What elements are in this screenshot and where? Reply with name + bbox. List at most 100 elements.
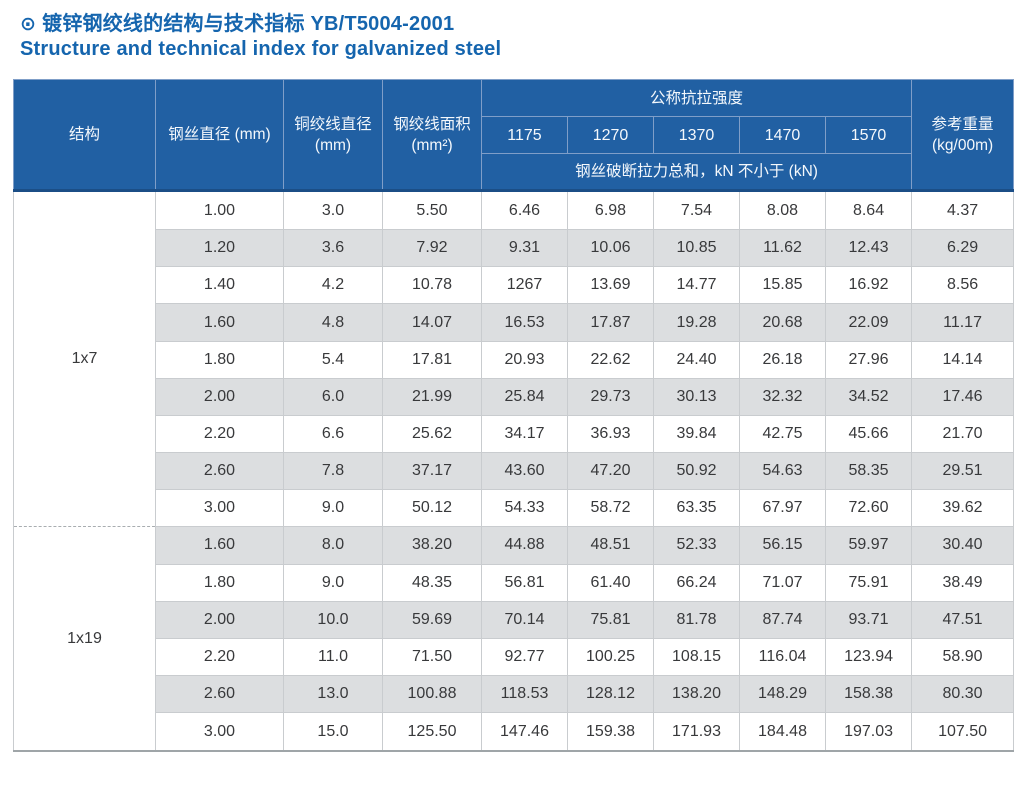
data-cell: 100.88 <box>382 674 482 714</box>
data-cell: 2.00 <box>155 377 284 416</box>
data-cell: 38.49 <box>911 563 1015 602</box>
data-cell: 1.80 <box>155 340 284 379</box>
data-cell: 2.60 <box>155 674 284 714</box>
data-cell: 75.91 <box>824 563 913 602</box>
data-cell: 27.96 <box>824 340 913 379</box>
data-cell: 61.40 <box>567 563 654 602</box>
col-header-tensile-group: 公称抗拉强度 <box>480 79 913 117</box>
table-row: 3.00 9.0 50.12 54.33 58.72 63.35 67.97 72.60 39.… <box>14 489 1015 528</box>
col-header-strand-area: 钢绞线面积 (mm²) <box>382 79 482 191</box>
data-cell: 39.84 <box>653 414 740 454</box>
data-cell: 6.46 <box>481 188 568 231</box>
data-cell: 5.4 <box>283 340 383 379</box>
data-cell: 7.8 <box>283 452 383 491</box>
data-cell: 15.0 <box>283 712 383 753</box>
data-cell: 59.69 <box>382 600 482 639</box>
data-cell: 47.20 <box>567 452 654 491</box>
data-cell: 75.81 <box>567 600 654 639</box>
data-cell: 24.40 <box>653 340 740 379</box>
data-cell: 116.04 <box>739 637 826 677</box>
data-cell: 3.00 <box>155 712 284 753</box>
data-cell: 7.92 <box>382 229 482 268</box>
page-title-zh: ⊙ 镀锌钢绞线的结构与技术指标 YB/T5004-2001 <box>20 12 1033 37</box>
data-cell: 184.48 <box>739 712 826 753</box>
data-cell: 45.66 <box>824 414 913 454</box>
data-cell: 54.63 <box>739 452 826 491</box>
table-row: 1.40 4.2 10.78 1267 13.69 14.77 15.85 16.92 8.56 <box>14 266 1015 305</box>
data-cell: 10.0 <box>283 600 383 639</box>
data-cell: 1267 <box>481 266 568 305</box>
col-header-ref-weight: 参考重量 (kg/00m) <box>911 79 1015 191</box>
data-cell: 2.60 <box>155 452 284 491</box>
data-cell: 20.68 <box>739 303 826 342</box>
data-cell: 9.0 <box>283 563 383 602</box>
data-cell: 2.20 <box>155 637 284 677</box>
structure-cell: 1x7 <box>13 188 156 528</box>
data-cell: 16.53 <box>481 303 568 342</box>
data-cell: 14.07 <box>382 303 482 342</box>
data-cell: 22.62 <box>567 340 654 379</box>
table-body: 1x7 1.00 3.0 5.50 6.46 6.98 7.54 8.08 8.64 4.37 1.… <box>13 188 1015 753</box>
data-cell: 19.28 <box>653 303 740 342</box>
data-cell: 11.0 <box>283 637 383 677</box>
structure-cell: 1x19 <box>13 526 156 752</box>
col-header-grade-1175: 1175 <box>481 116 568 154</box>
data-cell: 56.81 <box>481 563 568 602</box>
data-cell: 8.64 <box>824 188 913 231</box>
data-cell: 29.51 <box>911 452 1015 491</box>
table-row: 1x19 1.60 8.0 38.20 44.88 48.51 52.33 56.15 59.9… <box>13 526 1015 752</box>
data-cell: 34.17 <box>481 414 568 454</box>
data-cell: 66.24 <box>653 563 740 602</box>
data-cell: 11.17 <box>911 303 1015 342</box>
data-cell: 42.75 <box>739 414 826 454</box>
data-cell: 14.14 <box>911 340 1015 379</box>
data-cell: 123.94 <box>824 637 913 677</box>
data-cell: 1.60 <box>155 303 284 342</box>
data-cell: 44.88 <box>481 526 568 565</box>
table-row: 1.20 3.6 7.92 9.31 10.06 10.85 11.62 12.43 6.29 <box>14 229 1015 268</box>
data-cell: 6.0 <box>283 377 383 416</box>
data-cell: 70.14 <box>481 600 568 639</box>
data-cell: 13.69 <box>567 266 654 305</box>
table-row: 2.60 7.8 37.17 43.60 47.20 50.92 54.63 58.35 29.… <box>14 452 1015 491</box>
data-cell: 92.77 <box>481 637 568 677</box>
col-header-grade-1370: 1370 <box>653 116 740 154</box>
table-header: 结构 钢丝直径 (mm) 铜绞线直径 (mm) 钢绞线面积 (mm²) 公称抗拉… <box>13 79 1015 191</box>
data-cell: 10.85 <box>653 229 740 268</box>
data-cell: 81.78 <box>653 600 740 639</box>
data-cell: 107.50 <box>911 712 1015 753</box>
data-cell: 39.62 <box>911 489 1015 528</box>
data-cell: 158.38 <box>824 674 913 714</box>
data-cell: 43.60 <box>481 452 568 491</box>
data-cell: 26.18 <box>739 340 826 379</box>
data-cell: 10.06 <box>567 229 654 268</box>
data-cell: 54.33 <box>481 489 568 528</box>
data-cell: 5.50 <box>382 188 482 231</box>
data-cell: 93.71 <box>824 600 913 639</box>
data-cell: 59.97 <box>824 526 913 565</box>
data-cell: 8.0 <box>283 526 383 565</box>
data-cell: 3.00 <box>155 489 284 528</box>
table-row: 1.80 5.4 17.81 20.93 22.62 24.40 26.18 27.96 14.… <box>14 340 1015 379</box>
table-row: 1.80 9.0 48.35 56.81 61.40 66.24 71.07 75.91 38.… <box>14 563 1015 602</box>
data-cell: 72.60 <box>824 489 913 528</box>
data-cell: 25.84 <box>481 377 568 416</box>
data-cell: 36.93 <box>567 414 654 454</box>
data-cell: 22.09 <box>824 303 913 342</box>
data-cell: 2.20 <box>155 414 284 454</box>
data-cell: 1.20 <box>155 229 284 268</box>
data-cell: 29.73 <box>567 377 654 416</box>
page-title-zh-text: 镀锌钢绞线的结构与技术指标 YB/T5004-2001 <box>42 13 455 35</box>
data-cell: 38.20 <box>382 526 482 565</box>
table-row: 1.60 4.8 14.07 16.53 17.87 19.28 20.68 22.09 11.… <box>14 303 1015 342</box>
data-cell: 1.40 <box>155 266 284 305</box>
table-row: 2.60 13.0 100.88 118.53 128.12 138.20 148.29 15… <box>14 674 1015 714</box>
data-cell: 63.35 <box>653 489 740 528</box>
data-cell: 71.07 <box>739 563 826 602</box>
table-row: 3.00 15.0 125.50 147.46 159.38 171.93 184.48 19… <box>14 712 1015 753</box>
data-cell: 8.56 <box>911 266 1015 305</box>
data-cell: 30.40 <box>911 526 1015 565</box>
data-cell: 11.62 <box>739 229 826 268</box>
data-cell: 125.50 <box>382 712 482 753</box>
data-cell: 100.25 <box>567 637 654 677</box>
